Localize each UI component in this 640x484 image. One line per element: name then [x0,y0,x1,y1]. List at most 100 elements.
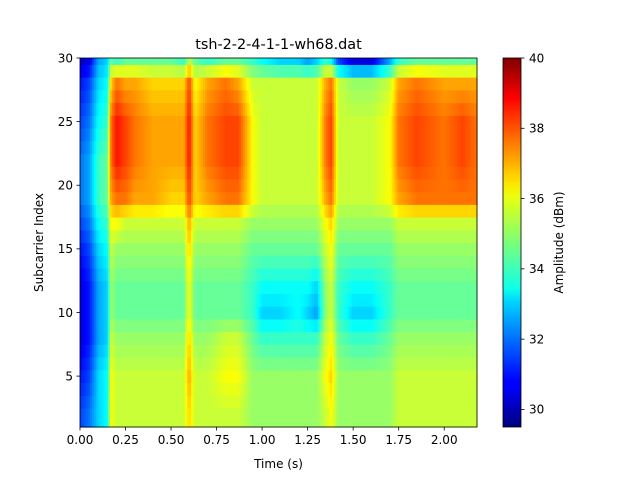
heatmap-cell [153,242,157,256]
heatmap-cell [399,64,403,78]
heatmap-cell [310,229,313,244]
heatmap-cell [157,77,160,91]
heatmap-cell [276,127,280,142]
heatmap-cell [95,77,99,91]
heatmap-cell [268,153,272,167]
heatmap-cell [292,191,295,205]
heatmap-cell [189,369,192,384]
heatmap-cell [211,331,214,345]
heatmap-cell [80,178,83,193]
heatmap-cell [236,280,240,294]
heatmap-cell [216,64,220,78]
heatmap-cell [157,89,160,104]
heatmap-cell [324,357,327,371]
heatmap-cell [338,242,341,256]
heatmap-cell [312,242,315,256]
heatmap-cell [324,306,327,320]
heatmap-cell [280,331,284,345]
heatmap-cell [181,229,184,244]
heatmap-cell [216,127,220,142]
heatmap-cell [302,306,305,320]
heatmap-cell [228,242,232,256]
heatmap-cell [91,369,95,384]
heatmap-cell [357,407,361,422]
heatmap-cell [230,344,234,358]
heatmap-cell [165,89,168,104]
heatmap-cell [357,64,361,78]
heatmap-cell [216,357,220,371]
heatmap-cell [286,166,290,180]
heatmap-cell [391,229,395,244]
heatmap-cell [195,127,198,142]
heatmap-cell [328,58,331,65]
heatmap-cell [201,140,204,155]
heatmap-cell [153,306,157,320]
heatmap-cell [97,191,101,205]
heatmap-cell [197,357,200,371]
heatmap-cell [314,280,317,294]
heatmap-cell [340,127,343,142]
heatmap-cell [185,127,188,142]
heatmap-cell [399,229,403,244]
heatmap-cell [320,382,323,396]
heatmap-cell [113,204,117,218]
heatmap-cell [334,58,337,65]
heatmap-cell [290,166,293,180]
heatmap-cell [149,89,153,104]
heatmap-cell [314,331,317,345]
heatmap-cell [330,89,333,104]
heatmap-cell [262,293,266,307]
heatmap-cell [209,242,212,256]
heatmap-cell [288,58,292,65]
heatmap-cell [145,306,149,320]
heatmap-cell [189,318,192,333]
heatmap-cell [262,395,266,409]
heatmap-cell [248,344,252,358]
heatmap-cell [187,318,190,333]
heatmap-cell [306,331,309,345]
heatmap-cell [272,293,276,307]
heatmap-cell [209,280,212,294]
heatmap-cell [246,115,250,129]
heatmap-cell [304,242,307,256]
heatmap-cell [115,102,119,116]
heatmap-cell [351,280,355,294]
heatmap-cell [131,115,135,129]
heatmap-cell [355,293,359,307]
heatmap-cell [312,306,315,320]
heatmap-cell [324,217,327,231]
heatmap-cell [248,140,252,155]
heatmap-cell [401,191,405,205]
heatmap-cell [286,280,290,294]
heatmap-cell [342,229,345,244]
heatmap-cell [232,217,236,231]
heatmap-cell [97,217,101,231]
heatmap-cell [226,204,230,218]
heatmap-cell [351,229,355,244]
heatmap-cell [405,255,409,269]
heatmap-cell [171,407,174,422]
heatmap-cell [222,267,226,282]
heatmap-cell [139,420,143,428]
heatmap-cell [278,420,282,428]
heatmap-cell [379,102,383,116]
heatmap-cell [246,140,250,155]
heatmap-cell [328,178,331,193]
heatmap-cell [141,242,145,256]
heatmap-cell [332,293,335,307]
heatmap-cell [183,255,186,269]
heatmap-cell [256,64,260,78]
heatmap-cell [342,89,345,104]
heatmap-cell [306,318,309,333]
heatmap-cell [344,369,347,384]
heatmap-cell [292,382,295,396]
heatmap-cell [199,115,202,129]
heatmap-cell [163,204,166,218]
heatmap-cell [312,318,315,333]
heatmap-cell [258,395,262,409]
heatmap-cell [304,420,307,428]
heatmap-cell [151,293,155,307]
heatmap-cell [81,369,85,384]
heatmap-cell [81,89,85,104]
heatmap-cell [373,267,377,282]
